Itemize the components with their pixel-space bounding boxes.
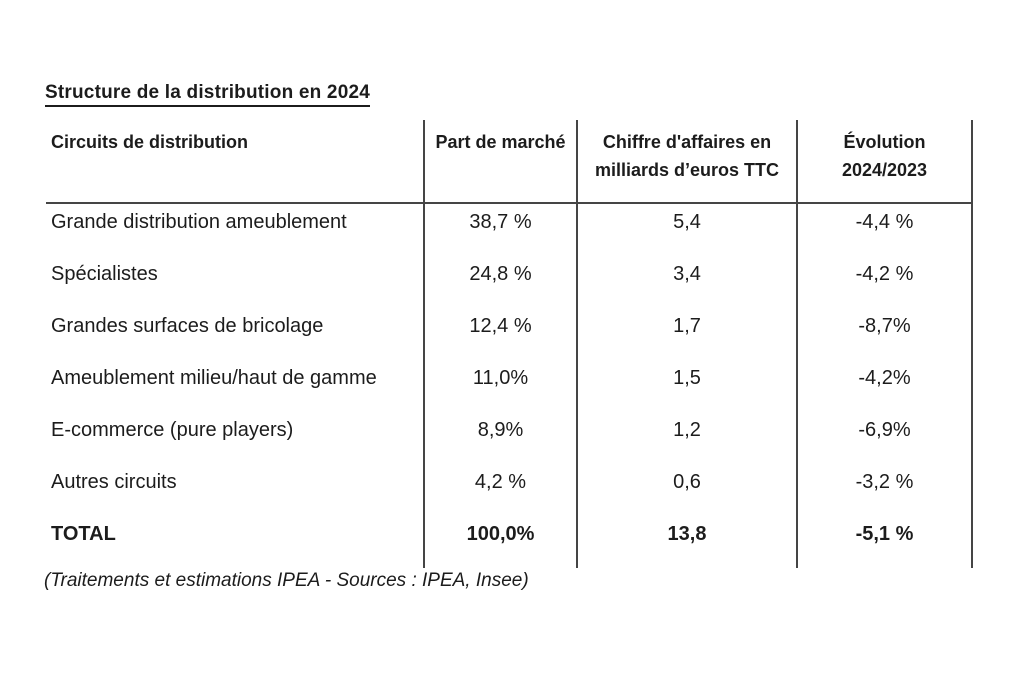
cell-evolution: -3,2 % [798,464,973,516]
header-circuits-label: Circuits de distribution [51,132,249,152]
cell-total-label: TOTAL [46,516,425,568]
header-part-label: Part de marché [435,132,566,152]
cell-evolution: -8,7% [798,308,973,360]
cell-ca: 1,7 [578,308,798,360]
header-evolution: Évolution 2024/2023 [798,120,973,204]
header-evolution-line2: 2024/2023 [841,160,928,180]
cell-part: 8,9% [425,412,578,464]
cell-total-evolution: -5,1 % [798,516,973,568]
distribution-table: Circuits de distribution Part de marché … [46,120,973,568]
cell-part: 38,7 % [425,204,578,256]
cell-evolution: -6,9% [798,412,973,464]
cell-ca: 5,4 [578,204,798,256]
cell-circuit: Grande distribution ameublement [46,204,425,256]
cell-circuit: Spécialistes [46,256,425,308]
cell-circuit: Autres circuits [46,464,425,516]
cell-ca: 1,5 [578,360,798,412]
cell-ca: 1,2 [578,412,798,464]
page-title: Structure de la distribution en 2024 [45,82,370,107]
cell-evolution: -4,2% [798,360,973,412]
cell-part: 11,0% [425,360,578,412]
header-part-de-marche: Part de marché [425,120,578,204]
cell-circuit: E-commerce (pure players) [46,412,425,464]
cell-circuit: Grandes surfaces de bricolage [46,308,425,360]
cell-total-part: 100,0% [425,516,578,568]
cell-circuit: Ameublement milieu/haut de gamme [46,360,425,412]
header-circuits: Circuits de distribution [46,120,425,204]
header-chiffre-affaires: Chiffre d'affaires en milliards d’euros … [578,120,798,204]
source-note: (Traitements et estimations IPEA - Sourc… [44,570,529,591]
cell-evolution: -4,2 % [798,256,973,308]
cell-part: 4,2 % [425,464,578,516]
cell-part: 24,8 % [425,256,578,308]
header-evolution-line1: Évolution [843,132,926,152]
cell-part: 12,4 % [425,308,578,360]
cell-total-ca: 13,8 [578,516,798,568]
cell-ca: 3,4 [578,256,798,308]
cell-evolution: -4,4 % [798,204,973,256]
page-title-text: Structure de la distribution en 2024 [45,82,370,107]
cell-ca: 0,6 [578,464,798,516]
header-ca-line1: Chiffre d'affaires en [602,132,772,152]
header-ca-line2: milliards d’euros TTC [594,160,780,180]
